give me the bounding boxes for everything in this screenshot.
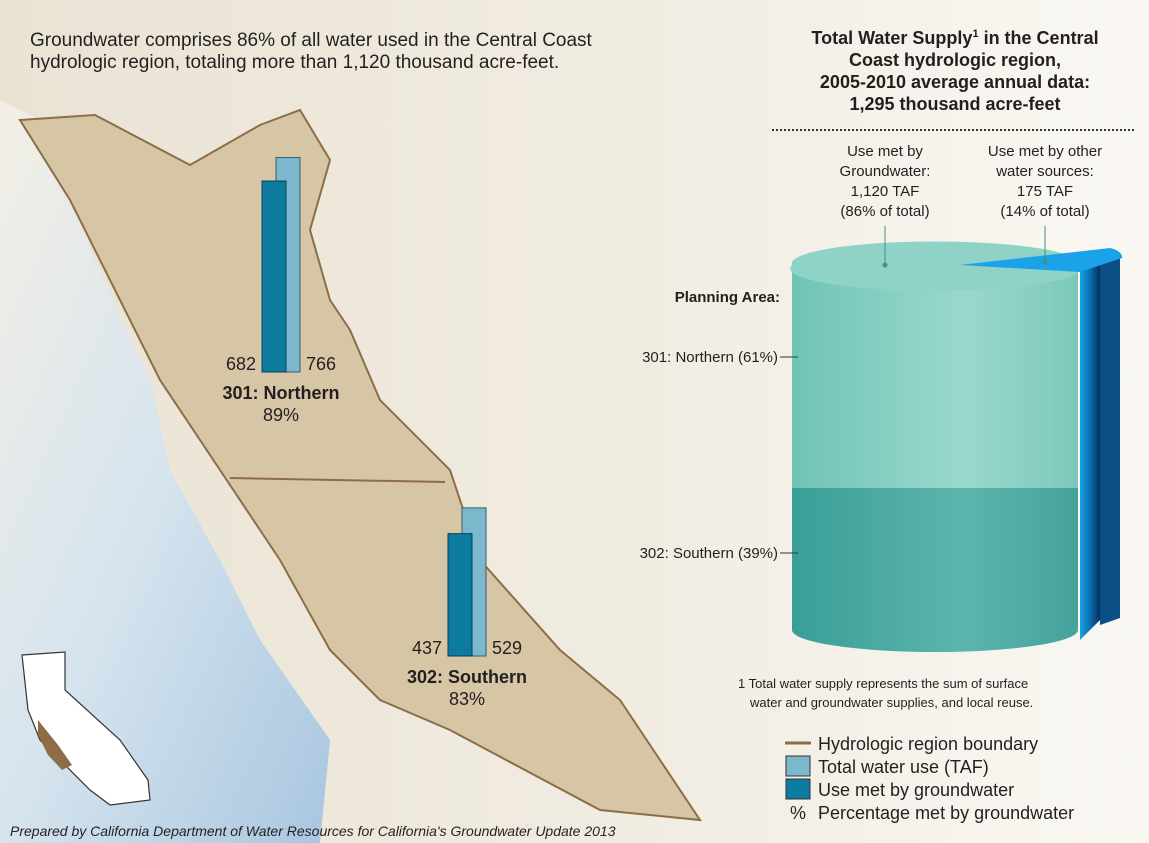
legend-swatch <box>786 756 810 776</box>
pointer-dot <box>1043 260 1048 265</box>
header-line: hydrologic region, totaling more than 1,… <box>30 52 559 73</box>
title-text: 1,295 thousand acre-feet <box>849 94 1060 114</box>
legend-item: Percentage met by groundwater <box>818 803 1074 823</box>
label-line: water sources: <box>995 163 1094 180</box>
total-value: 766 <box>306 354 336 374</box>
title-text: Coast hydrologic region, <box>849 50 1061 70</box>
area-percent: 83% <box>449 689 485 709</box>
title-text: 2005-2010 average annual data: <box>820 72 1090 92</box>
area-name: 301: Northern <box>222 383 339 403</box>
credit: Prepared by California Department of Wat… <box>10 823 616 839</box>
groundwater-value: 437 <box>412 638 442 658</box>
total-value: 529 <box>492 638 522 658</box>
groundwater-value: 682 <box>226 354 256 374</box>
label-line: 1,120 TAF <box>851 183 920 200</box>
legend-swatch <box>786 779 810 799</box>
legend-item: Total water use (TAF) <box>818 757 989 777</box>
legend-item: Use met by groundwater <box>818 780 1014 800</box>
area-name: 302: Southern <box>407 667 527 687</box>
label-line: (14% of total) <box>1000 203 1089 220</box>
header: Groundwater comprises 86% of all water u… <box>30 30 593 73</box>
groundwater-bar <box>448 534 472 656</box>
legend-item: Hydrologic region boundary <box>818 734 1038 754</box>
area-percent: 89% <box>263 405 299 425</box>
planning-area-label: Planning Area: <box>675 289 780 306</box>
cylinder-other-side <box>1100 258 1120 625</box>
legend-symbol: % <box>790 803 806 823</box>
label-line: Use met by <box>847 143 923 160</box>
cylinder-other-side <box>1080 262 1100 640</box>
infographic: Groundwater comprises 86% of all water u… <box>0 0 1149 843</box>
area-label: 302: Southern (39%) <box>640 545 778 562</box>
pointer-dot <box>883 263 888 268</box>
cylinder-southern <box>792 488 1078 652</box>
label-line: Use met by other <box>988 143 1102 160</box>
header-line: Groundwater comprises 86% of all water u… <box>30 30 593 51</box>
title-text: Total Water Supply <box>811 28 972 48</box>
cylinder-northern <box>792 265 1078 488</box>
label-line: 175 TAF <box>1017 183 1073 200</box>
label-line: (86% of total) <box>840 203 929 220</box>
groundwater-bar <box>262 181 286 372</box>
footnote-line: 1 Total water supply represents the sum … <box>738 676 1028 691</box>
footnote-line: water and groundwater supplies, and loca… <box>749 695 1033 710</box>
title-text: in the Central <box>979 28 1099 48</box>
label-line: Groundwater: <box>840 163 931 180</box>
area-label: 301: Northern (61%) <box>642 349 778 366</box>
